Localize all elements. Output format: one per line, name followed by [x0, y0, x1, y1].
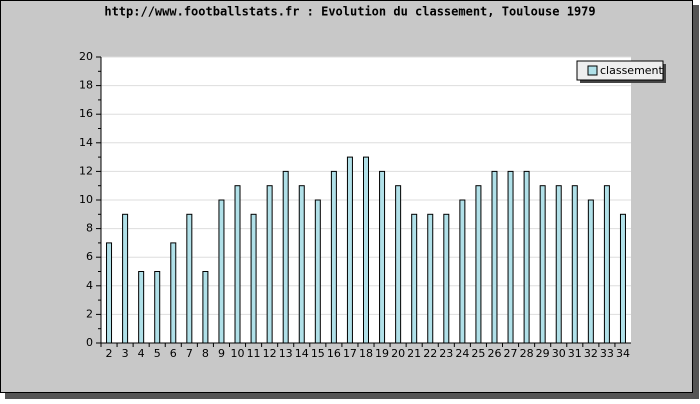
bar: [170, 242, 177, 344]
bar: [587, 199, 594, 344]
x-tick-label: 13: [279, 347, 293, 360]
x-tick-label: 14: [295, 347, 309, 360]
x-tick-label: 8: [202, 347, 209, 360]
x-tick-label: 11: [247, 347, 261, 360]
legend-box: [576, 60, 664, 81]
x-tick-label: 4: [138, 347, 145, 360]
bar: [507, 170, 514, 344]
bar: [106, 242, 113, 344]
x-tick-label: 28: [520, 347, 534, 360]
bar: [234, 185, 241, 344]
x-tick-label: 6: [170, 347, 177, 360]
x-tick-label: 34: [616, 347, 630, 360]
bar: [202, 271, 209, 344]
bar: [427, 213, 434, 344]
bar: [346, 156, 353, 344]
bar: [122, 213, 129, 344]
bar: [363, 156, 369, 344]
bar: [475, 185, 482, 344]
legend-swatch: [587, 65, 598, 76]
x-tick-label: 2: [106, 347, 113, 360]
x-tick-label: 17: [343, 347, 357, 360]
x-tick-label: 3: [122, 347, 129, 360]
x-tick-label: 21: [407, 347, 421, 360]
x-tick-label: 24: [455, 347, 469, 360]
y-tick-label: 12: [79, 164, 93, 177]
bar: [523, 170, 530, 344]
bar: [555, 185, 562, 344]
bar: [314, 199, 321, 344]
y-tick-label: 0: [86, 336, 93, 349]
bar: [282, 170, 289, 344]
x-tick-label: 18: [359, 347, 373, 360]
x-tick-label: 32: [584, 347, 598, 360]
bar: [459, 199, 466, 344]
bar: [138, 271, 145, 344]
x-tick-label: 29: [536, 347, 550, 360]
x-tick-label: 31: [568, 347, 582, 360]
x-tick-label: 7: [186, 347, 193, 360]
x-tick-label: 27: [504, 347, 518, 360]
bar: [298, 185, 305, 344]
y-tick-label: 18: [79, 79, 93, 92]
bar: [603, 185, 610, 344]
x-tick-label: 10: [231, 347, 245, 360]
y-tick-label: 4: [86, 279, 93, 292]
x-tick-label: 5: [154, 347, 161, 360]
chart-title: http://www.footballstats.fr : Evolution …: [104, 5, 595, 19]
y-tick-label: 8: [86, 222, 93, 235]
bar: [186, 213, 193, 344]
y-tick-label: 16: [79, 107, 93, 120]
bar: [379, 170, 386, 344]
x-tick-label: 15: [311, 347, 325, 360]
y-tick-label: 2: [86, 307, 93, 320]
bar: [266, 185, 273, 344]
bar: [571, 185, 578, 344]
x-tick-label: 9: [218, 347, 225, 360]
bar: [330, 170, 337, 344]
bar: [218, 199, 225, 344]
legend-label: classement: [600, 64, 664, 77]
y-tick-label: 14: [79, 136, 93, 149]
y-tick-label: 6: [86, 250, 93, 263]
x-tick-label: 22: [423, 347, 437, 360]
bar: [154, 271, 161, 344]
bar: [539, 185, 546, 344]
x-tick-label: 20: [391, 347, 405, 360]
y-tick-label: 10: [79, 193, 93, 206]
x-tick-label: 25: [471, 347, 485, 360]
bar: [250, 213, 257, 344]
y-tick-label: 20: [79, 50, 93, 63]
bar: [491, 170, 498, 344]
x-tick-label: 12: [263, 347, 277, 360]
bar: [443, 213, 450, 344]
x-tick-label: 30: [552, 347, 566, 360]
bar: [395, 185, 402, 344]
bar: [619, 213, 626, 344]
bar: [411, 213, 418, 344]
x-tick-label: 23: [439, 347, 453, 360]
x-tick-label: 33: [600, 347, 614, 360]
x-tick-label: 26: [487, 347, 501, 360]
x-tick-label: 19: [375, 347, 389, 360]
x-tick-label: 16: [327, 347, 341, 360]
